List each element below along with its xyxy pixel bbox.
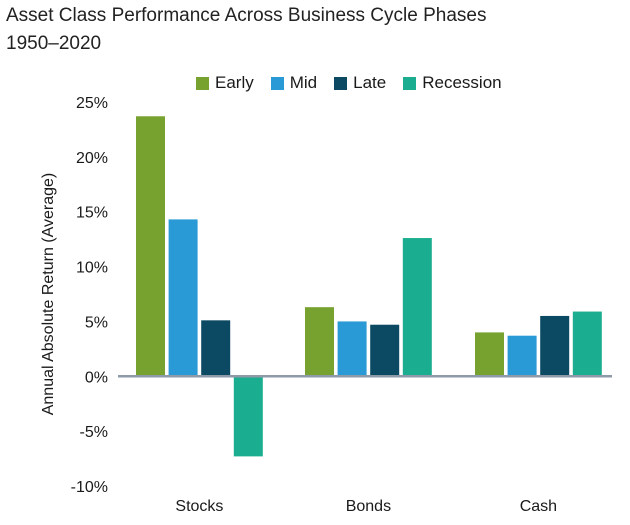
x-tick-label: Stocks [175, 498, 223, 515]
bar-stocks-recession [233, 376, 263, 457]
bar-bonds-recession [402, 238, 432, 377]
legend: Early Mid Late Recession [196, 73, 519, 93]
legend-swatch [403, 76, 417, 90]
legend-label: Late [353, 73, 387, 92]
bar-stocks-early [136, 116, 165, 377]
legend-label: Early [215, 73, 254, 92]
y-tick-label: 0% [85, 369, 108, 386]
y-tick-label: -10% [71, 479, 108, 496]
legend-swatch [334, 76, 348, 90]
legend-item-mid: Mid [270, 73, 318, 93]
bar-stocks-late [201, 320, 231, 377]
bar-cash-early [475, 332, 504, 377]
legend-swatch [270, 76, 284, 90]
legend-item-recession: Recession [403, 73, 502, 93]
x-tick-label: Cash [520, 498, 557, 515]
chart-title: Asset Class Performance Across Business … [6, 5, 487, 26]
legend-label: Recession [422, 73, 502, 92]
legend-label: Mid [289, 73, 318, 92]
legend-item-late: Late [334, 73, 386, 93]
bar-bonds-late [370, 324, 400, 377]
y-tick-label: 15% [76, 205, 108, 222]
bar-cash-mid [507, 335, 537, 377]
legend-swatch [196, 76, 209, 90]
chart-subtitle: 1950–2020 [6, 33, 102, 54]
y-tick-label: -5% [80, 424, 108, 441]
chart-title-block: Asset Class Performance Across Business … [6, 2, 486, 58]
y-tick-label: 25% [76, 95, 108, 112]
bar-bonds-mid [337, 321, 367, 377]
bar-stocks-mid [168, 219, 198, 377]
bar-cash-recession [572, 311, 602, 377]
legend-item-early: Early [196, 73, 254, 93]
y-tick-label: 20% [76, 150, 108, 167]
x-tick-label: Bonds [346, 498, 391, 515]
bar-cash-late [540, 315, 570, 377]
y-tick-label: 5% [85, 314, 108, 331]
y-axis-title: Annual Absolute Return (Average) [40, 173, 57, 416]
y-tick-label: 10% [76, 260, 108, 277]
bar-bonds-early [305, 307, 334, 377]
